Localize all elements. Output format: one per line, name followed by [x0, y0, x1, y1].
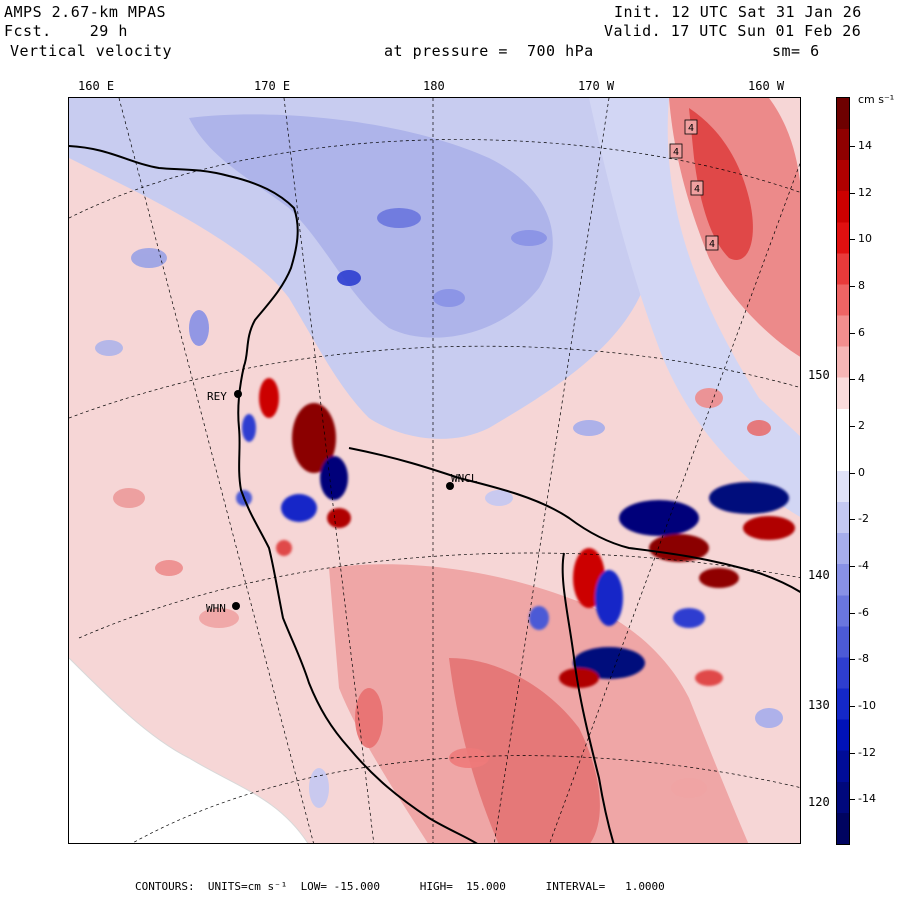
colorbar-tick	[850, 146, 855, 147]
lon-label-180: 180	[423, 79, 445, 93]
lon-label-160w: 160 W	[748, 79, 785, 93]
station-wncl-label: WNCL	[451, 472, 478, 485]
station-rey-marker	[234, 390, 242, 398]
colorbar-tick	[850, 193, 855, 194]
colorbar-tick	[850, 706, 855, 707]
lat-label-150w: 150 W	[808, 368, 845, 382]
station-whn-marker	[232, 602, 240, 610]
negative-region-core	[189, 114, 553, 338]
graticule	[69, 98, 800, 843]
map-panel: 4 4 4 4 REY WHN WNCL	[68, 97, 801, 844]
max-markers: 4 4 4 4	[669, 119, 719, 251]
max-marker-2: 4	[673, 147, 679, 158]
colorbar-label: 12	[858, 186, 872, 199]
colorbar-tick	[850, 659, 855, 660]
colorbar-tick	[850, 799, 855, 800]
colorbar-label: 6	[858, 326, 865, 339]
colorbar-label: 14	[858, 139, 872, 152]
max-marker-3: 4	[694, 184, 700, 195]
station-whn-label: WHN	[206, 602, 226, 615]
vertical-velocity-map: 4 4 4 4 REY WHN WNCL	[69, 98, 800, 843]
lon-label-170e: 170 E	[254, 79, 291, 93]
smoothing-value: sm= 6	[772, 42, 820, 60]
colorbar-label: 2	[858, 419, 865, 432]
model-title: AMPS 2.67-km MPAS	[4, 3, 167, 21]
max-marker-1: 4	[688, 123, 694, 134]
lon-label-170w: 170 W	[578, 79, 615, 93]
positive-region-south-core	[449, 658, 600, 843]
colorbar-label: -6	[858, 606, 869, 619]
colorbar-units: cm s⁻¹	[858, 93, 895, 106]
colorbar-tick	[850, 333, 855, 334]
colorbar-label: -12	[858, 746, 876, 759]
mountain-couplets-east	[529, 482, 795, 688]
lon-label-160e: 160 E	[78, 79, 115, 93]
contour-info: CONTOURS: UNITS=cm s⁻¹ LOW= -15.000 HIGH…	[135, 880, 665, 893]
positive-plume-core	[689, 108, 753, 260]
colorbar	[836, 97, 850, 845]
colorbar-label: -8	[858, 652, 869, 665]
colorbar-label: 4	[858, 372, 865, 385]
colorbar-tick	[850, 753, 855, 754]
colorbar-tick	[850, 519, 855, 520]
init-time: Init. 12 UTC Sat 31 Jan 26	[614, 3, 862, 21]
colorbar-label: -14	[858, 792, 876, 805]
colorbar-label: 0	[858, 466, 865, 479]
lat-label-140w: 140 W	[808, 568, 845, 582]
valid-time: Valid. 17 UTC Sun 01 Feb 26	[604, 22, 862, 40]
colorbar-tick	[850, 566, 855, 567]
colorbar-tick	[850, 426, 855, 427]
colorbar-tick	[850, 473, 855, 474]
colorbar-label: -10	[858, 699, 876, 712]
scattered-cells	[95, 208, 783, 808]
forecast-hour-label: Fcst.	[4, 22, 52, 40]
colorbar-label: 8	[858, 279, 865, 292]
station-rey-label: REY	[207, 390, 227, 403]
mountain-couplets-west	[236, 378, 351, 556]
colorbar-label: 10	[858, 232, 872, 245]
colorbar-tick	[850, 286, 855, 287]
field-name: Vertical velocity	[10, 42, 173, 60]
station-wncl-marker	[446, 482, 454, 490]
colorbar-tick	[850, 379, 855, 380]
coastline	[69, 145, 800, 843]
colorbar-label: -2	[858, 512, 869, 525]
max-marker-4: 4	[709, 239, 715, 250]
lat-label-130w: 130 W	[808, 698, 845, 712]
lat-label-120w: 120 W	[808, 795, 845, 809]
colorbar-tick	[850, 613, 855, 614]
masked-region	[69, 658, 308, 843]
stations: REY WHN WNCL	[206, 390, 478, 615]
colorbar-label: -4	[858, 559, 869, 572]
negative-band-east	[589, 98, 800, 517]
colorbar-tick	[850, 239, 855, 240]
pressure-level: at pressure = 700 hPa	[384, 42, 594, 60]
forecast-hour-value: 29 h	[89, 22, 128, 40]
forecast-label: Fcst. 29 h	[4, 23, 128, 40]
